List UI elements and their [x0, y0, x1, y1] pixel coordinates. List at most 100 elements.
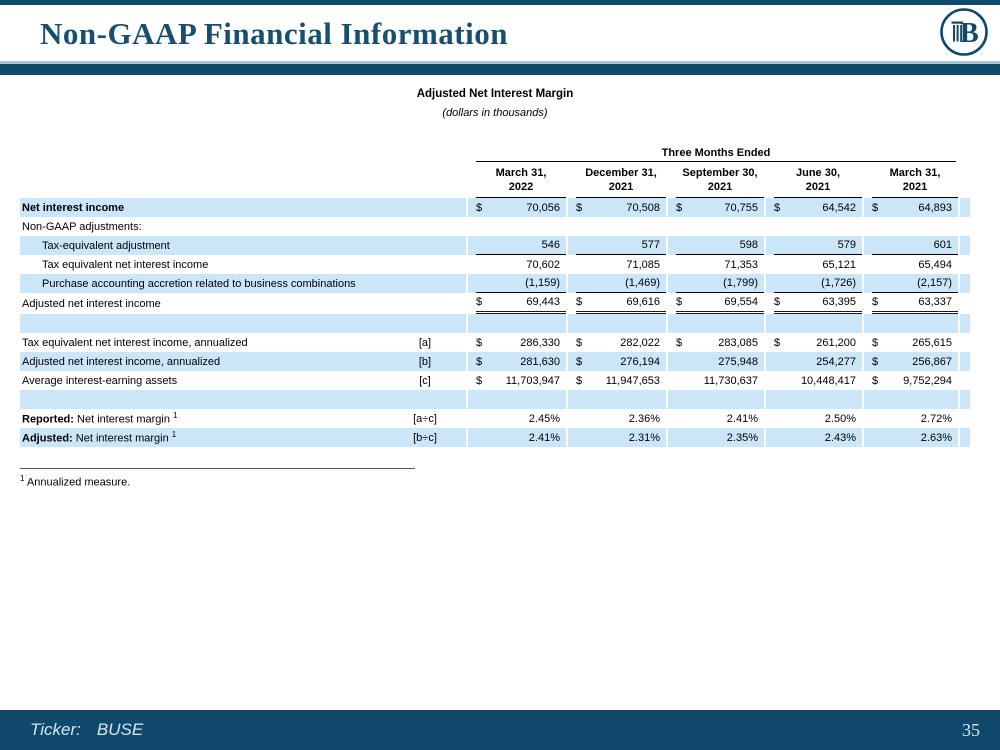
cell-value: 69,554: [724, 296, 758, 308]
cell-value: 70,602: [526, 258, 560, 271]
column-header-3: June 30, 2021: [764, 162, 862, 198]
cell-value: 70,056: [526, 201, 560, 214]
row-gap: [450, 255, 466, 274]
cell-value: 63,395: [822, 296, 856, 308]
cell-value: 11,703,947: [505, 374, 560, 387]
row-tail: [958, 274, 970, 293]
cell-line: (1,799): [676, 274, 764, 293]
data-cell: [466, 314, 566, 333]
table-row: Adjusted net interest income $69,443 $69,6…: [20, 293, 970, 314]
data-cell: 546: [466, 236, 566, 255]
cell-line: $9,752,294: [872, 372, 958, 390]
row-tail: [958, 409, 970, 428]
date-line2: 2021: [902, 180, 928, 193]
cell-line: 601: [872, 236, 958, 255]
data-cell: [764, 314, 862, 333]
data-cell: 2.45%: [466, 409, 566, 428]
column-header-text: June 30, 2021: [774, 163, 862, 198]
cell-line: (1,469): [576, 274, 666, 293]
cell-line: 65,121: [774, 256, 862, 274]
data-cell: $286,330: [466, 333, 566, 352]
data-cell: $69,554: [666, 293, 764, 314]
cell-currency: $: [676, 296, 683, 308]
data-cell: $261,200: [764, 333, 862, 352]
row-tail: [958, 198, 970, 217]
cell-value: (1,726): [821, 277, 856, 289]
label-footnote-marker: 1: [171, 430, 177, 440]
cell-line: 71,085: [576, 256, 666, 274]
cell-value: 11,947,653: [605, 374, 660, 387]
date-line2: 2022: [508, 180, 534, 193]
cell-value: 2.50%: [824, 412, 856, 425]
data-cell: [566, 217, 666, 236]
cell-currency: $: [774, 296, 781, 308]
cell-line: $281,630: [476, 353, 566, 371]
row-gap: [450, 390, 466, 409]
cell-line: $70,755: [676, 199, 764, 217]
cell-value: 71,085: [626, 258, 660, 271]
cell-line: $276,194: [576, 353, 666, 371]
column-header-ref-spacer: [400, 162, 450, 198]
row-label: Tax equivalent net interest income, annu…: [22, 336, 248, 349]
date-line1: March 31,: [495, 167, 547, 179]
cell-line: 2.41%: [476, 429, 566, 447]
spacer-row: [20, 390, 970, 409]
date-line2: 2021: [608, 180, 634, 193]
row-label: [20, 390, 400, 409]
cell-value: 2.43%: [824, 431, 856, 444]
cell-line: 71,353: [676, 256, 764, 274]
column-header-4: March 31, 2021: [862, 162, 958, 198]
table-row: Adjusted: Net interest margin 1 [b÷c] 2.41…: [20, 428, 970, 447]
row-gap: [450, 198, 466, 217]
column-header-text: March 31, 2022: [476, 163, 566, 198]
cell-value: 598: [739, 239, 758, 251]
cell-currency: $: [872, 336, 879, 349]
cell-value: 65,494: [918, 258, 952, 271]
cell-line: 2.50%: [774, 410, 862, 428]
cell-value: 71,353: [724, 258, 758, 271]
cell-line: $256,867: [872, 353, 958, 371]
date-line2: 2021: [707, 180, 733, 193]
data-cell: 70,602: [466, 255, 566, 274]
span-header-cell: Three Months Ended: [466, 145, 958, 162]
row-ref: [400, 390, 450, 409]
row-gap: [450, 333, 466, 352]
cell-line: $286,330: [476, 334, 566, 352]
row-label: Adjusted net interest income: [22, 297, 161, 310]
cell-line: 2.43%: [774, 429, 862, 447]
data-cell: 275,948: [666, 352, 764, 371]
row-ref: [b]: [400, 352, 450, 371]
row-label: Net interest income: [20, 198, 400, 217]
cell-line: 10,448,417: [774, 372, 862, 390]
span-header-label: Three Months Ended: [476, 145, 956, 162]
cell-line: 598: [676, 236, 764, 255]
data-cell: $282,022: [566, 333, 666, 352]
data-cell: 2.50%: [764, 409, 862, 428]
row-ref: [400, 236, 450, 255]
data-cell: 2.41%: [666, 409, 764, 428]
data-cell: 2.72%: [862, 409, 958, 428]
column-header-text: March 31, 2021: [872, 163, 958, 198]
data-cell: $9,752,294: [862, 371, 958, 390]
cell-value: 2.36%: [628, 412, 660, 425]
data-cell: 2.41%: [466, 428, 566, 447]
data-cell: [862, 217, 958, 236]
company-logo: B: [940, 8, 988, 56]
cell-value: 2.41%: [726, 412, 758, 425]
cell-value: 261,200: [816, 336, 856, 349]
date-line1: December 31,: [585, 167, 657, 179]
cell-line: 2.63%: [872, 429, 958, 447]
data-cell: 2.63%: [862, 428, 958, 447]
row-label: Adjusted: Net interest margin 1: [20, 428, 400, 447]
row-gap: [450, 409, 466, 428]
cell-value: 256,867: [912, 355, 952, 368]
cell-value: 546: [541, 239, 560, 251]
ticker-label: Ticker:: [30, 720, 81, 739]
data-cell: (2,157): [862, 274, 958, 293]
cell-line: 2.45%: [476, 410, 566, 428]
row-label: Tax-equivalent adjustment: [20, 236, 400, 255]
spacer-row: [20, 314, 970, 333]
row-label: Tax equivalent net interest income: [42, 258, 209, 271]
cell-currency: $: [576, 355, 583, 368]
data-cell: 577: [566, 236, 666, 255]
